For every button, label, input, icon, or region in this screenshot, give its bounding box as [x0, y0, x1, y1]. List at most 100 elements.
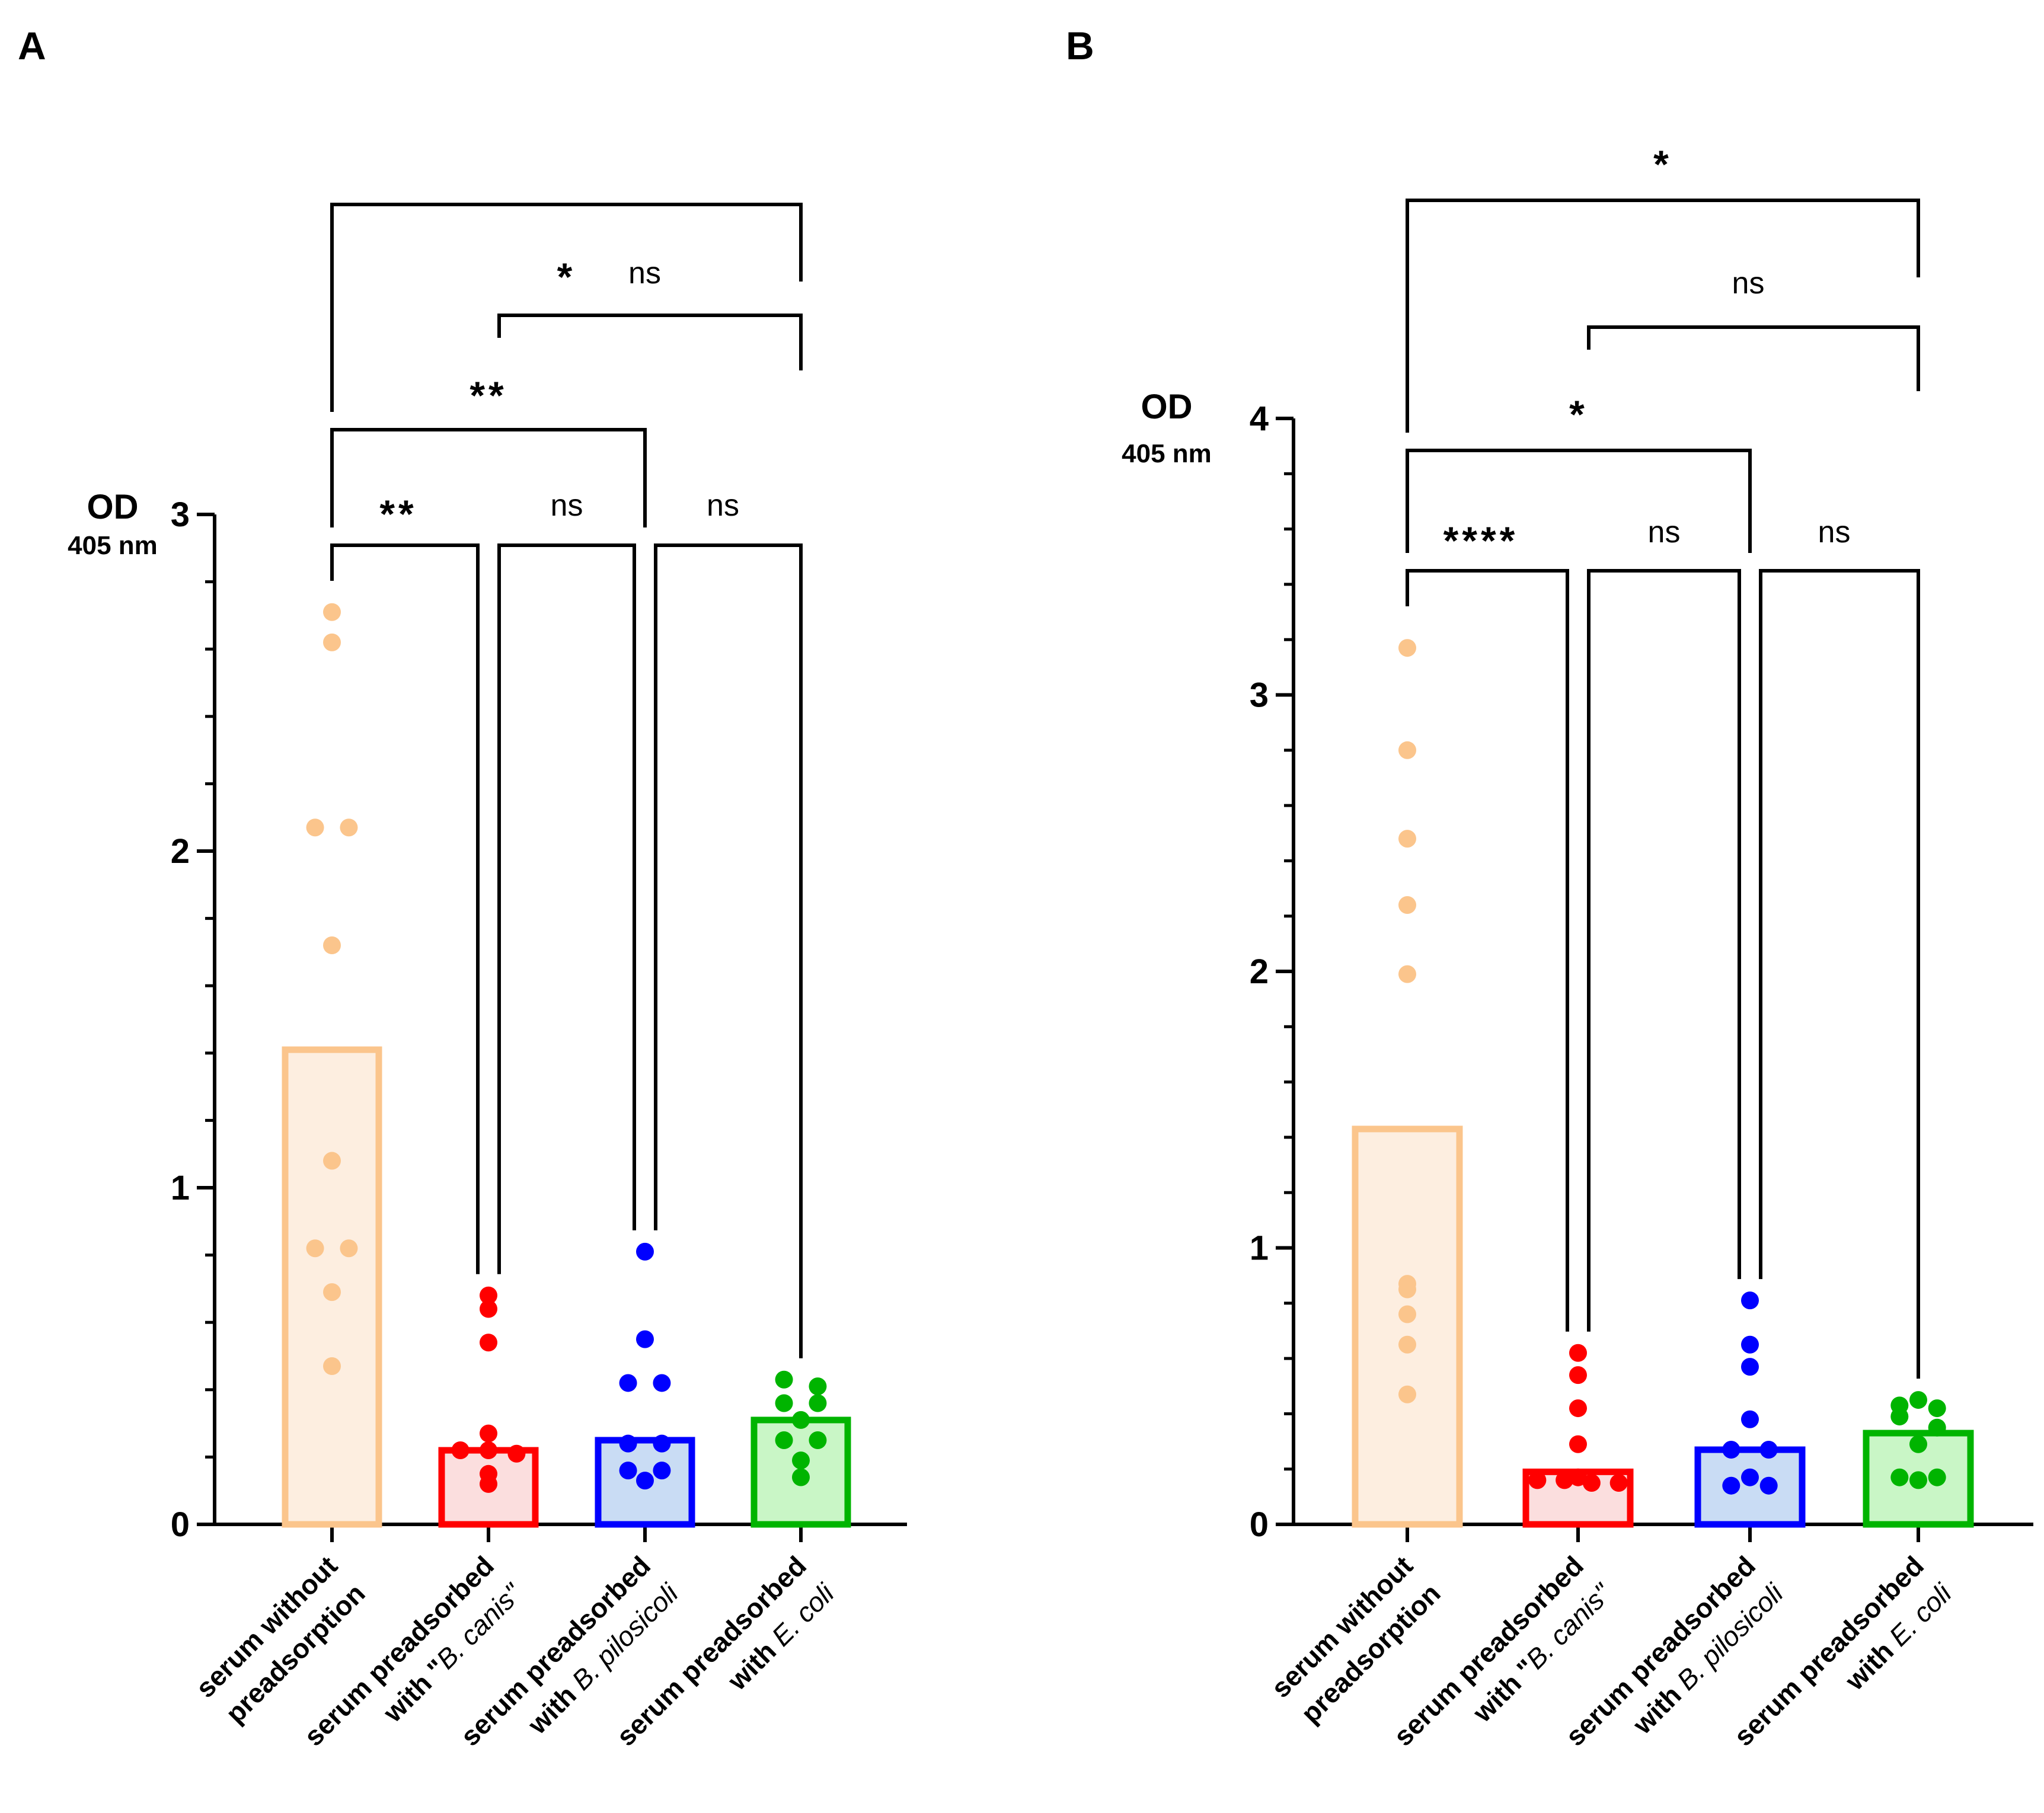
significance-label: *: [1569, 392, 1588, 436]
data-point: [1928, 1468, 1946, 1486]
data-point: [1398, 1305, 1416, 1323]
significance-bracket: [330, 543, 480, 1274]
data-point: [1890, 1468, 1909, 1486]
data-point: [653, 1434, 671, 1453]
data-point: [809, 1394, 827, 1412]
data-point: [619, 1434, 637, 1453]
data-point: [480, 1300, 497, 1318]
data-point: [1569, 1344, 1587, 1362]
data-point: [1741, 1468, 1759, 1486]
significance-bracket: [1759, 569, 1920, 1379]
data-point: [1741, 1291, 1759, 1310]
data-point: [480, 1441, 497, 1460]
data-point: [1741, 1358, 1759, 1376]
y-tick-label: 3: [1250, 676, 1269, 715]
significance-bracket: [1406, 199, 1920, 433]
data-point: [1398, 830, 1416, 848]
data-point: [1569, 1468, 1587, 1486]
significance-bracket: [1406, 449, 1752, 553]
data-point: [1722, 1441, 1740, 1459]
bar-1: [1352, 1125, 1463, 1528]
significance-label: **: [470, 373, 507, 417]
data-point: [1398, 639, 1416, 657]
significance-label: ns: [551, 488, 583, 523]
data-point: [1609, 1474, 1628, 1492]
data-point: [1569, 1366, 1587, 1384]
data-point: [323, 1152, 341, 1170]
bar-3: [1694, 1446, 1806, 1528]
data-point: [1759, 1441, 1778, 1459]
data-point: [1759, 1476, 1778, 1495]
y-tick-label: 1: [1250, 1229, 1269, 1268]
data-point: [323, 603, 341, 621]
y-tick-label: 2: [171, 832, 190, 871]
data-point: [480, 1334, 497, 1352]
data-point: [323, 633, 341, 651]
data-point: [636, 1242, 654, 1261]
data-point: [1569, 1399, 1587, 1418]
data-point: [1398, 1280, 1416, 1299]
data-point: [1398, 1385, 1416, 1403]
data-point: [1582, 1474, 1601, 1492]
data-point: [775, 1370, 793, 1389]
data-point: [1528, 1471, 1547, 1489]
data-point: [323, 1357, 341, 1376]
significance-label: ns: [1818, 515, 1851, 549]
data-point: [636, 1472, 654, 1490]
y-tick-label: 3: [171, 495, 190, 534]
data-point: [1928, 1418, 1946, 1437]
y-axis-label: OD: [1141, 388, 1193, 426]
data-point: [1398, 896, 1416, 915]
data-point: [480, 1475, 497, 1493]
significance-bracket: [1587, 569, 1741, 1332]
significance-label: *: [557, 255, 576, 299]
data-point: [306, 1239, 324, 1258]
panel-label: A: [18, 24, 46, 68]
significance-label: ns: [1732, 266, 1765, 300]
significance-label: *: [1653, 142, 1672, 186]
data-point: [809, 1431, 827, 1449]
data-point: [619, 1374, 637, 1392]
significance-bracket: [497, 543, 636, 1274]
data-point: [775, 1431, 793, 1449]
data-point: [653, 1462, 671, 1480]
y-axis-label: OD: [87, 488, 139, 526]
data-point: [1398, 741, 1416, 759]
significance-bracket: [497, 314, 803, 370]
data-point: [809, 1377, 827, 1396]
significance-label: ****: [1443, 519, 1519, 562]
data-point: [1722, 1476, 1740, 1495]
data-point: [323, 1283, 341, 1302]
data-point: [340, 1239, 358, 1258]
data-point: [1741, 1410, 1759, 1428]
y-tick-label: 2: [1250, 952, 1269, 991]
y-axis-label-unit: 405 nm: [68, 531, 158, 560]
data-point: [451, 1441, 470, 1460]
data-point: [619, 1462, 637, 1480]
significance-label: ns: [628, 256, 661, 290]
significance-label: **: [379, 492, 417, 536]
y-tick-label: 1: [171, 1169, 190, 1207]
y-tick-label: 0: [171, 1505, 190, 1544]
significance-bracket: [1587, 325, 1920, 391]
significance-bracket: [654, 543, 803, 1358]
data-point: [775, 1394, 793, 1412]
data-point: [792, 1451, 810, 1470]
significance-bracket: [330, 428, 647, 527]
y-tick-label: 0: [1250, 1505, 1269, 1544]
data-point: [306, 818, 324, 837]
data-point: [480, 1286, 497, 1304]
data-point: [340, 818, 358, 837]
panel-label: B: [1066, 24, 1094, 68]
data-point: [1398, 1335, 1416, 1354]
data-point: [1556, 1471, 1574, 1489]
data-point: [1398, 965, 1416, 983]
data-point: [507, 1444, 526, 1463]
significance-label: ns: [1648, 515, 1681, 549]
data-point: [792, 1468, 810, 1486]
